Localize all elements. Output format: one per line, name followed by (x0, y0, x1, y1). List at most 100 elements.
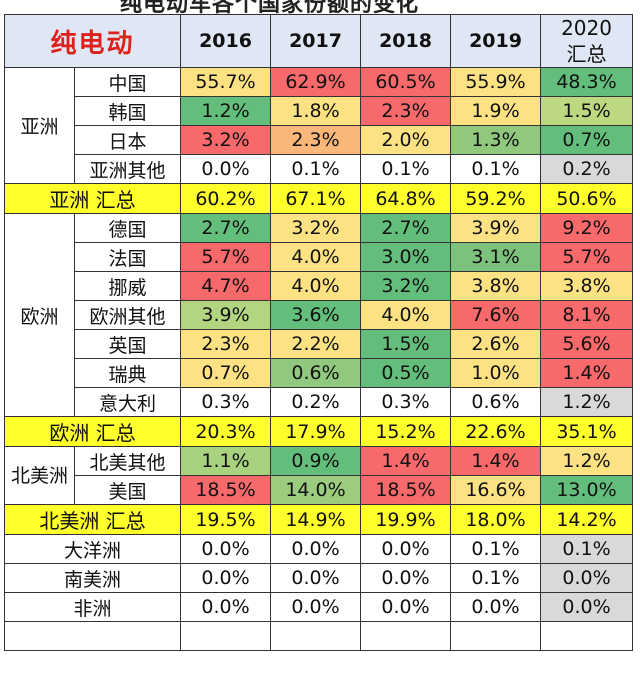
cropped-cell (450, 621, 542, 651)
value-cell: 0.0% (180, 154, 272, 184)
value-cell: 1.0% (450, 358, 542, 388)
header-2020-year: 2020 (561, 16, 612, 40)
table-row: 意大利 0.3% 0.2% 0.3% 0.6% 1.2% (5, 387, 634, 417)
value-cell: 0.0% (540, 592, 634, 622)
value-cell: 0.3% (180, 387, 272, 417)
value-cell: 18.5% (360, 475, 452, 505)
value-cell: 5.6% (540, 329, 634, 359)
value-cell: 16.6% (450, 475, 542, 505)
value-cell: 3.1% (450, 242, 542, 272)
value-cell: 0.9% (270, 446, 362, 476)
subtotal-value: 14.9% (270, 504, 362, 535)
value-cell: 5.7% (540, 242, 634, 272)
value-cell: 55.9% (450, 67, 542, 97)
value-cell: 0.1% (450, 534, 542, 564)
value-cell: 13.0% (540, 475, 634, 505)
country-name: 亚洲其他 (73, 154, 182, 184)
cropped-cell (540, 621, 634, 651)
subtotal-value: 15.2% (360, 416, 452, 447)
country-name: 英国 (73, 329, 182, 359)
country-name: 美国 (73, 475, 182, 505)
value-cell: 2.6% (450, 329, 542, 359)
header-year-2017: 2017 (270, 14, 362, 68)
header-year-2019: 2019 (450, 14, 542, 68)
title-text: 纯电动车各个国家份额的变化 (120, 0, 420, 14)
value-cell: 3.9% (450, 213, 542, 243)
value-cell: 0.1% (270, 154, 362, 184)
cropped-bottom-row (3, 621, 634, 651)
table-row: 欧洲其他 3.9% 3.6% 4.0% 7.6% 8.1% (5, 300, 634, 330)
value-cell: 0.0% (270, 592, 362, 622)
subtotal-value: 35.1% (540, 416, 634, 447)
value-cell: 0.5% (360, 358, 452, 388)
cropped-cell (360, 621, 452, 651)
value-cell: 2.3% (180, 329, 272, 359)
value-cell: 1.5% (360, 329, 452, 359)
subtotal-value: 60.2% (180, 183, 272, 214)
value-cell: 0.6% (270, 358, 362, 388)
header-year-2016: 2016 (180, 14, 272, 68)
subtotal-row-north-america: 北美洲 汇总 19.5% 14.9% 19.9% 18.0% 14.2% (3, 504, 634, 535)
table-row: 英国 2.3% 2.2% 1.5% 2.6% 5.6% (5, 329, 634, 359)
header-2020-total: 2020 汇总 (540, 14, 634, 68)
value-cell: 3.8% (540, 271, 634, 301)
value-cell: 1.4% (360, 446, 452, 476)
subtotal-value: 64.8% (360, 183, 452, 214)
table-row: 北美洲 北美其他 1.1% 0.9% 1.4% 1.4% 1.2% (4, 446, 634, 505)
value-cell: 4.0% (270, 271, 362, 301)
cropped-title: 纯电动车各个国家份额的变化 (0, 0, 640, 14)
value-cell: 0.1% (450, 154, 542, 184)
value-cell: 9.2% (540, 213, 634, 243)
value-cell: 55.7% (180, 67, 272, 97)
value-cell: 3.8% (450, 271, 542, 301)
country-name: 日本 (73, 125, 182, 155)
value-cell: 3.2% (360, 271, 452, 301)
value-cell: 7.6% (450, 300, 542, 330)
value-cell: 0.0% (180, 563, 272, 593)
country-name: 中国 (73, 67, 182, 97)
value-cell: 0.0% (180, 592, 272, 622)
value-cell: 1.5% (540, 96, 634, 126)
subtotal-label: 欧洲 汇总 (3, 416, 182, 447)
value-cell: 14.0% (270, 475, 362, 505)
value-cell: 3.6% (270, 300, 362, 330)
subtotal-value: 22.6% (450, 416, 542, 447)
value-cell: 0.1% (360, 154, 452, 184)
table-row: 南美洲 0.0% 0.0% 0.0% 0.1% 0.0% (3, 563, 634, 593)
value-cell: 62.9% (270, 67, 362, 97)
value-cell: 0.0% (270, 563, 362, 593)
table-row: 亚洲 中国 55.7% 62.9% 60.5% 55.9% 48.3% (4, 67, 634, 184)
region-africa: 非洲 (3, 592, 182, 622)
country-name: 北美其他 (73, 446, 182, 476)
value-cell: 0.1% (540, 534, 634, 564)
value-cell: 3.9% (180, 300, 272, 330)
value-cell: 2.3% (270, 125, 362, 155)
subtotal-value: 19.9% (360, 504, 452, 535)
table-row: 法国 5.7% 4.0% 3.0% 3.1% 5.7% (5, 242, 634, 272)
country-name: 欧洲其他 (73, 300, 182, 330)
value-cell: 0.0% (360, 563, 452, 593)
country-name: 意大利 (73, 387, 182, 417)
value-cell: 2.3% (360, 96, 452, 126)
country-name: 挪威 (73, 271, 182, 301)
subtotal-value: 59.2% (450, 183, 542, 214)
value-cell: 1.2% (540, 387, 634, 417)
value-cell: 1.8% (270, 96, 362, 126)
value-cell: 60.5% (360, 67, 452, 97)
table-row: 挪威 4.7% 4.0% 3.2% 3.8% 3.8% (5, 271, 634, 301)
subtotal-value: 18.0% (450, 504, 542, 535)
value-cell: 3.2% (180, 125, 272, 155)
value-cell: 0.2% (540, 154, 634, 184)
country-name: 韩国 (73, 96, 182, 126)
value-cell: 2.7% (360, 213, 452, 243)
region-europe: 欧洲 (4, 213, 75, 417)
subtotal-value: 17.9% (270, 416, 362, 447)
subtotal-value: 50.6% (540, 183, 634, 214)
region-south-america: 南美洲 (3, 563, 182, 593)
value-cell: 1.3% (450, 125, 542, 155)
value-cell: 0.0% (540, 563, 634, 593)
cropped-cell (3, 621, 182, 651)
table-row: 瑞典 0.7% 0.6% 0.5% 1.0% 1.4% (5, 358, 634, 388)
header-2020-summary: 汇总 (566, 42, 607, 66)
subtotal-value: 67.1% (270, 183, 362, 214)
